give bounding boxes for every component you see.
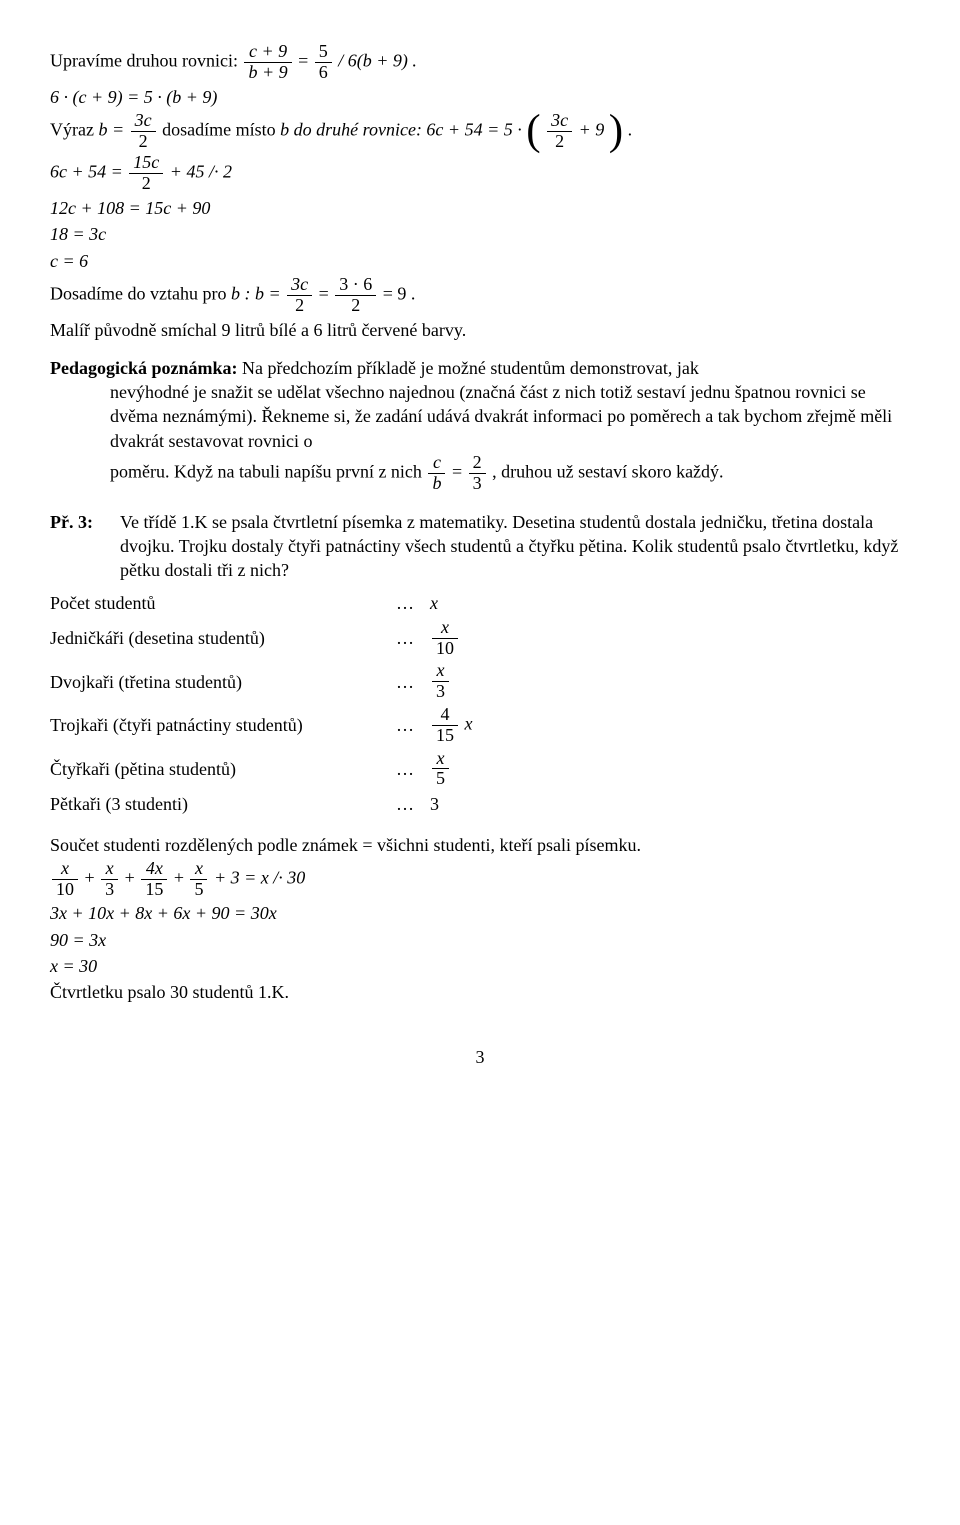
line-6: 18 = 3c: [50, 222, 910, 246]
plus: +: [174, 867, 189, 887]
line-1: Upravíme druhou rovnici: c + 9 b + 9 = 5…: [50, 42, 910, 83]
fraction: 15c 2: [129, 153, 163, 194]
text: = 9 .: [383, 283, 416, 303]
row-label: Jedničkáři (desetina studentů): [50, 626, 380, 650]
list-row: Počet studentů … x: [50, 591, 910, 615]
plus: +: [125, 867, 140, 887]
fraction: 5 6: [315, 42, 332, 83]
eq: =: [452, 461, 467, 481]
text: dosadíme místo: [162, 119, 280, 139]
x: x: [465, 713, 473, 733]
line-9: Malíř původně smíchal 9 litrů bílé a 6 l…: [50, 318, 910, 342]
tail: / 6(b + 9) .: [338, 50, 417, 70]
fraction: 4x 15: [141, 859, 167, 900]
paren-left: (: [526, 107, 540, 154]
fraction: 3c 2: [547, 111, 572, 152]
line-8: Dosadíme do vztahu pro b : b = 3c 2 = 3 …: [50, 275, 910, 316]
sum-line: Součet studenti rozdělených podle známek…: [50, 833, 910, 857]
line-5: 12c + 108 = 15c + 90: [50, 196, 910, 220]
dots: …: [380, 670, 430, 694]
text: Upravíme druhou rovnici:: [50, 50, 242, 70]
note-heading: Pedagogická poznámka:: [50, 358, 238, 378]
plus: +: [85, 867, 100, 887]
row-label: Trojkaři (čtyři patnáctiny studentů): [50, 713, 380, 737]
text: b: [280, 119, 289, 139]
fraction: x 10: [432, 618, 458, 659]
line-2: 6 · (c + 9) = 5 · (b + 9): [50, 85, 910, 109]
note-first-line: Pedagogická poznámka: Na předchozím přík…: [50, 356, 910, 380]
pedagogical-note: Pedagogická poznámka: Na předchozím přík…: [50, 356, 910, 494]
dots: …: [380, 626, 430, 650]
text: + 9: [579, 119, 605, 139]
text: : b =: [244, 283, 285, 303]
fraction: x 3: [101, 859, 118, 900]
fraction: x 3: [432, 661, 449, 702]
text: + 45 /· 2: [170, 162, 232, 182]
fraction: 2 3: [469, 453, 486, 494]
fraction: c b: [428, 453, 445, 494]
line-7: c = 6: [50, 249, 910, 273]
text: Dosadíme do vztahu pro: [50, 283, 231, 303]
equation-2: 3x + 10x + 8x + 6x + 90 = 30x: [50, 901, 910, 925]
text: do druhé rovnice: 6c + 54 = 5 ·: [294, 119, 527, 139]
row-label: Pětkaři (3 studenti): [50, 792, 380, 816]
text: b =: [98, 119, 128, 139]
row-label: Počet studentů: [50, 591, 380, 615]
fraction: 4 15: [432, 705, 458, 746]
fraction: 3 · 6 2: [335, 275, 376, 316]
dots: …: [380, 757, 430, 781]
text: Výraz: [50, 119, 98, 139]
example-label: Př. 3:: [50, 510, 120, 583]
text: 6c + 54 =: [50, 162, 127, 182]
fraction: x 5: [190, 859, 207, 900]
fraction: 3c 2: [131, 111, 156, 152]
fraction: c + 9 b + 9: [244, 42, 291, 83]
fraction: 3c 2: [287, 275, 312, 316]
text: b: [231, 283, 240, 303]
final-line: Čtvrtletku psalo 30 studentů 1.K.: [50, 980, 910, 1004]
example-3: Př. 3: Ve třídě 1.K se psala čtvrtletní …: [50, 510, 910, 583]
equation-1: x 10 + x 3 + 4x 15 + x 5 + 3 = x /· 30: [50, 859, 910, 900]
list-row: Jedničkáři (desetina studentů) … x 10: [50, 618, 910, 659]
fraction: x 5: [432, 749, 449, 790]
dots: …: [380, 591, 430, 615]
row-value: 3: [430, 792, 439, 816]
text: , druhou už sestaví skoro každý.: [492, 461, 723, 481]
note-text: poměru. Když na tabuli napíšu první z ni…: [110, 453, 910, 494]
row-value: x 3: [430, 661, 451, 702]
eq: =: [298, 50, 313, 70]
row-label: Dvojkaři (třetina studentů): [50, 670, 380, 694]
example-text: Ve třídě 1.K se psala čtvrtletní písemka…: [120, 510, 910, 583]
row-value: x: [430, 591, 438, 615]
dot: .: [628, 119, 633, 139]
list-row: Dvojkaři (třetina studentů) … x 3: [50, 661, 910, 702]
row-value: x 10: [430, 618, 460, 659]
list-row: Čtyřkaři (pětina studentů) … x 5: [50, 749, 910, 790]
equation-4: x = 30: [50, 954, 910, 978]
tail: + 3 = x /· 30: [214, 867, 305, 887]
note-text: Na předchozím příkladě je možné studentů…: [242, 358, 699, 378]
fraction: x 10: [52, 859, 78, 900]
line-4: 6c + 54 = 15c 2 + 45 /· 2: [50, 153, 910, 194]
dots: …: [380, 713, 430, 737]
list-row: Trojkaři (čtyři patnáctiny studentů) … 4…: [50, 705, 910, 746]
row-value: x 5: [430, 749, 451, 790]
page-number: 3: [50, 1045, 910, 1069]
row-value: 4 15 x: [430, 705, 473, 746]
dots: …: [380, 792, 430, 816]
student-breakdown: Počet studentů … x Jedničkáři (desetina …: [50, 591, 910, 817]
row-label: Čtyřkaři (pětina studentů): [50, 757, 380, 781]
text: poměru. Když na tabuli napíšu první z ni…: [110, 461, 426, 481]
note-body: nevýhodné je snažit se udělat všechno na…: [50, 380, 910, 493]
note-text: nevýhodné je snažit se udělat všechno na…: [110, 380, 910, 453]
equation-3: 90 = 3x: [50, 928, 910, 952]
list-row: Pětkaři (3 studenti) … 3: [50, 792, 910, 816]
line-3: Výraz b = 3c 2 dosadíme místo b do druhé…: [50, 111, 910, 152]
paren-right: ): [609, 107, 623, 154]
eq: =: [319, 283, 334, 303]
